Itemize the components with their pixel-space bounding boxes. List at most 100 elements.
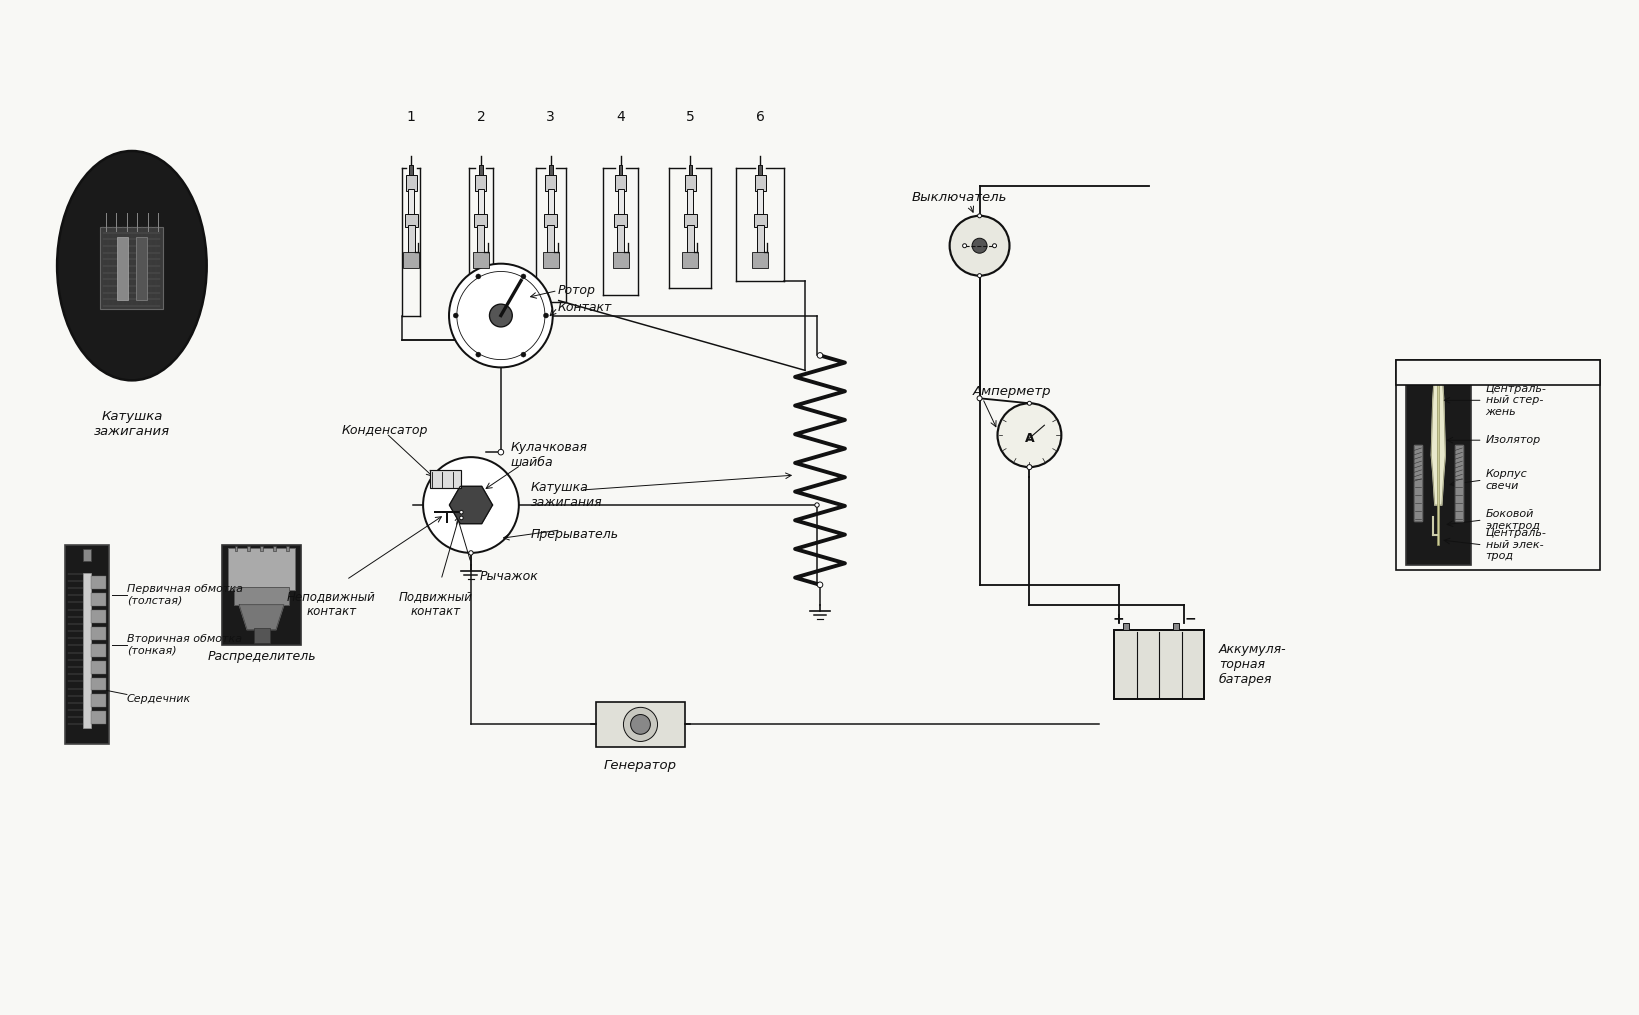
Circle shape <box>475 274 480 279</box>
Circle shape <box>1026 401 1031 405</box>
Bar <box>472 252 488 268</box>
Text: Катушка
зажигания: Катушка зажигания <box>531 481 602 510</box>
Bar <box>233 587 288 605</box>
Circle shape <box>543 313 547 318</box>
Bar <box>757 164 762 176</box>
Bar <box>92 610 107 622</box>
Bar <box>92 712 107 725</box>
Polygon shape <box>1413 446 1421 521</box>
Bar <box>752 252 767 268</box>
Bar <box>92 644 107 657</box>
Circle shape <box>1026 465 1031 470</box>
Bar <box>272 546 275 551</box>
Circle shape <box>475 352 480 357</box>
Bar <box>595 702 685 747</box>
Bar <box>613 214 626 226</box>
Bar <box>685 175 695 191</box>
Text: Централь-
ный элек-
трод: Централь- ный элек- трод <box>1485 528 1546 561</box>
Bar <box>547 224 554 254</box>
Text: Аккумуля-
торная
батарея: Аккумуля- торная батарея <box>1218 644 1285 686</box>
Circle shape <box>521 352 526 357</box>
Text: Сердечник: Сердечник <box>126 694 192 704</box>
Bar <box>116 236 128 300</box>
Bar <box>100 226 164 310</box>
Bar <box>683 214 697 226</box>
Bar <box>1395 360 1600 569</box>
Bar <box>429 470 461 488</box>
Bar <box>1123 622 1129 629</box>
Bar <box>228 548 295 590</box>
Bar <box>544 175 556 191</box>
Bar <box>261 546 262 551</box>
Bar <box>247 546 251 551</box>
Text: Кулачковая
шайба: Кулачковая шайба <box>510 442 587 469</box>
Circle shape <box>977 214 982 218</box>
Circle shape <box>449 264 552 367</box>
Circle shape <box>488 304 511 327</box>
Text: Неподвижный
контакт: Неподвижный контакт <box>287 590 375 618</box>
Bar <box>549 164 552 176</box>
Bar <box>687 224 693 254</box>
Bar <box>616 224 624 254</box>
Bar <box>408 224 415 254</box>
Bar <box>618 164 621 176</box>
Bar <box>405 214 418 226</box>
Text: 2: 2 <box>477 110 485 124</box>
Bar <box>136 236 148 300</box>
Circle shape <box>962 244 965 248</box>
Bar <box>1405 365 1470 564</box>
Bar <box>479 164 482 176</box>
Bar <box>754 175 765 191</box>
Bar <box>687 189 693 216</box>
Circle shape <box>459 517 462 520</box>
Bar <box>410 164 413 176</box>
Text: +: + <box>1113 612 1124 625</box>
Text: Подвижный
контакт: Подвижный контакт <box>398 590 472 618</box>
Bar <box>84 572 90 729</box>
Text: Генератор: Генератор <box>603 759 677 772</box>
Bar <box>92 661 107 674</box>
Circle shape <box>452 313 457 318</box>
Text: Запальная свеча: Запальная свеча <box>1423 364 1572 380</box>
Bar <box>1172 622 1178 629</box>
Text: Первичная обмотка
(толстая): Первичная обмотка (толстая) <box>126 584 243 606</box>
Bar <box>405 175 416 191</box>
Bar <box>82 549 92 561</box>
Text: Прерыватель: Прерыватель <box>531 529 618 541</box>
Bar <box>403 252 420 268</box>
Polygon shape <box>1454 446 1462 521</box>
Circle shape <box>459 511 462 514</box>
Text: Конденсатор: Конденсатор <box>341 423 428 436</box>
Circle shape <box>977 274 982 278</box>
Text: 6: 6 <box>756 110 764 124</box>
Text: Корпус
свечи: Корпус свечи <box>1485 469 1526 491</box>
Text: A: A <box>1024 431 1034 445</box>
Text: 1: 1 <box>406 110 415 124</box>
Text: Выключатель: Выключатель <box>911 191 1006 204</box>
Text: Боковой
электрод: Боковой электрод <box>1485 510 1539 531</box>
Text: Катушка
зажигания: Катушка зажигания <box>93 410 170 438</box>
Circle shape <box>949 216 1010 276</box>
Text: Контакт: Контакт <box>557 301 611 314</box>
Polygon shape <box>449 486 492 524</box>
Bar <box>1395 360 1600 386</box>
Bar <box>92 678 107 690</box>
Bar <box>1436 374 1439 545</box>
Circle shape <box>521 274 526 279</box>
Bar <box>92 694 107 707</box>
Bar <box>285 546 288 551</box>
Bar <box>543 252 559 268</box>
Circle shape <box>972 239 987 253</box>
Circle shape <box>631 715 651 734</box>
Bar <box>1113 629 1203 699</box>
Bar <box>477 189 484 216</box>
Text: 3: 3 <box>546 110 554 124</box>
Text: Амперметр: Амперметр <box>972 386 1051 398</box>
Circle shape <box>816 352 823 358</box>
Circle shape <box>816 582 823 588</box>
Bar <box>688 164 692 176</box>
Bar <box>754 214 765 226</box>
Text: Вторичная обмотка
(тонкая): Вторичная обмотка (тонкая) <box>126 633 243 656</box>
Text: 5: 5 <box>685 110 695 124</box>
Bar <box>92 593 107 606</box>
